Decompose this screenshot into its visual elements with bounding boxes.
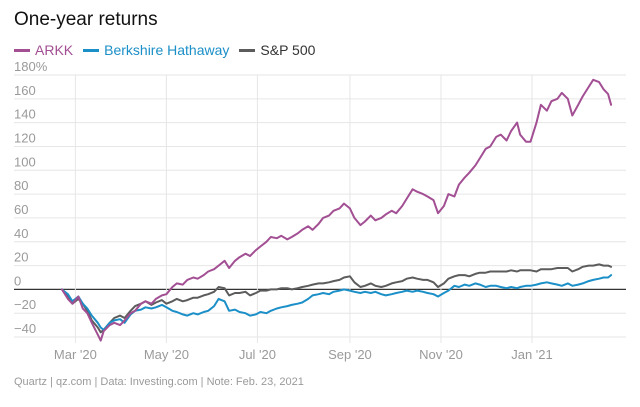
y-tick-label: 160 — [14, 83, 36, 98]
y-tick-label: 100 — [14, 154, 36, 169]
x-tick-label: Mar '20 — [54, 347, 97, 362]
legend-label: ARKK — [35, 42, 74, 58]
series-line-arkk — [60, 78, 613, 342]
legend-label: S&P 500 — [260, 42, 316, 58]
legend-item-s-p-500: S&P 500 — [239, 42, 315, 58]
y-tick-label: 0 — [14, 273, 21, 288]
legend-label: Berkshire Hathaway — [104, 42, 230, 58]
y-tick-label: 140 — [14, 107, 36, 122]
y-tick-label: 60 — [14, 202, 28, 217]
legend-swatch — [83, 48, 100, 52]
y-tick-label: −40 — [14, 321, 36, 336]
y-tick-label: −20 — [14, 297, 36, 312]
x-tick-label: Nov '20 — [419, 347, 463, 362]
legend-item-berkshire-hathaway: Berkshire Hathaway — [83, 42, 229, 58]
legend-item-arkk: ARKK — [14, 42, 73, 58]
x-tick-label: Jul '20 — [239, 347, 276, 362]
y-tick-label: 80 — [14, 178, 28, 193]
legend-swatch — [14, 48, 30, 52]
y-tick-label: 20 — [14, 250, 28, 265]
x-tick-label: Sep '20 — [328, 347, 372, 362]
y-tick-label: 40 — [14, 226, 28, 241]
chart-footer: Quartz | qz.com | Data: Investing.com | … — [14, 376, 304, 388]
legend-swatch — [239, 48, 256, 52]
x-tick-label: Jan '21 — [511, 347, 553, 362]
y-tick-label: 120 — [14, 130, 36, 145]
series-line-berkshire-hathaway — [60, 274, 613, 331]
gridlines — [14, 74, 626, 343]
y-tick-label: 180% — [14, 59, 48, 74]
x-tick-label: May '20 — [144, 347, 189, 362]
series-line-s-p-500 — [60, 263, 613, 334]
chart-legend: ARKK Berkshire Hathaway S&P 500 — [14, 41, 325, 59]
chart-title: One-year returns — [14, 9, 158, 30]
